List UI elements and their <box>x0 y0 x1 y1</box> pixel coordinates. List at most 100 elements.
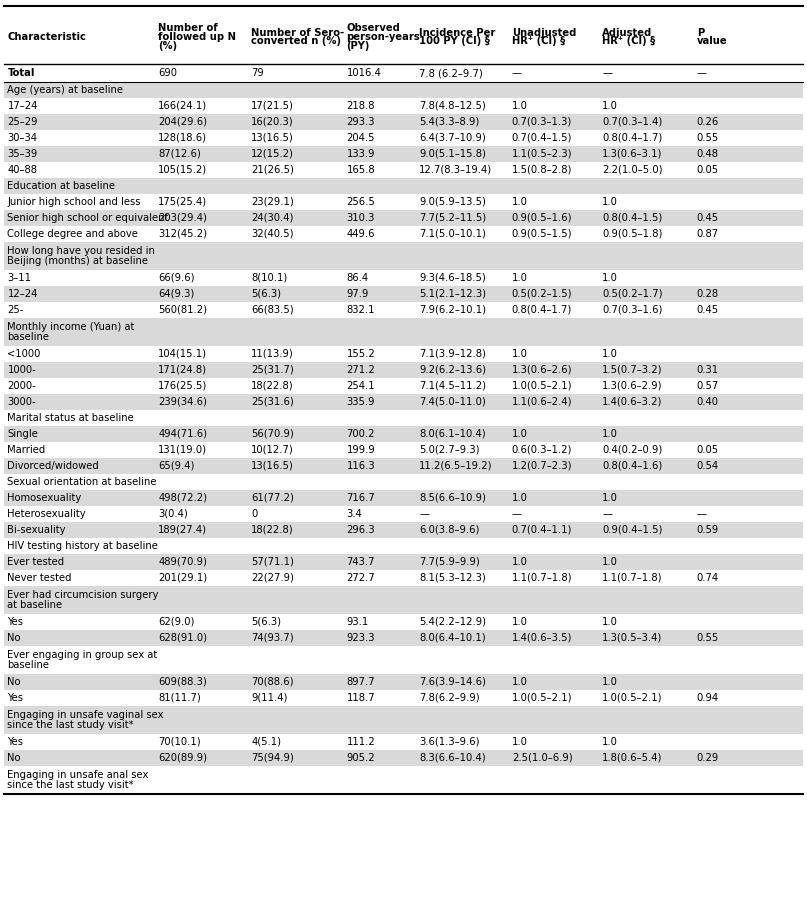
Text: 0.45: 0.45 <box>696 305 719 315</box>
Text: 8.0(6.4–10.1): 8.0(6.4–10.1) <box>419 633 486 643</box>
Text: 498(72.2): 498(72.2) <box>158 493 207 503</box>
Text: 1.0: 1.0 <box>602 557 618 567</box>
Text: baseline: baseline <box>7 660 49 670</box>
Text: Heterosexuality: Heterosexuality <box>7 509 86 519</box>
Text: 1.3(0.5–3.4): 1.3(0.5–3.4) <box>602 633 663 643</box>
Text: HIV testing history at baseline: HIV testing history at baseline <box>7 541 158 551</box>
Bar <box>4 442 803 458</box>
Text: 0.7(0.4–1.1): 0.7(0.4–1.1) <box>512 525 572 535</box>
Text: 8.5(6.6–10.9): 8.5(6.6–10.9) <box>419 493 486 503</box>
Text: 203(29.4): 203(29.4) <box>158 213 207 223</box>
Bar <box>4 114 803 130</box>
Bar <box>4 378 803 394</box>
Text: 5.4(2.2–12.9): 5.4(2.2–12.9) <box>419 617 486 627</box>
Bar <box>4 242 803 270</box>
Text: 116.3: 116.3 <box>346 461 375 471</box>
Text: 11(13.9): 11(13.9) <box>251 349 294 359</box>
Text: 0.8(0.4–1.7): 0.8(0.4–1.7) <box>512 305 572 315</box>
Text: 79: 79 <box>251 68 264 78</box>
Text: 10(12.7): 10(12.7) <box>251 445 294 455</box>
Text: 1.0: 1.0 <box>512 617 528 627</box>
Text: —: — <box>512 68 522 78</box>
Bar <box>4 522 803 538</box>
Text: 7.4(5.0–11.0): 7.4(5.0–11.0) <box>419 397 486 407</box>
Text: 0.6(0.3–1.2): 0.6(0.3–1.2) <box>512 445 572 455</box>
Text: 66(83.5): 66(83.5) <box>251 305 294 315</box>
Text: 7.8(6.2–9.9): 7.8(6.2–9.9) <box>419 693 479 703</box>
Text: 1.4(0.6–3.2): 1.4(0.6–3.2) <box>602 397 663 407</box>
Text: 5(6.3): 5(6.3) <box>251 617 281 627</box>
Text: Engaging in unsafe vaginal sex: Engaging in unsafe vaginal sex <box>7 711 164 721</box>
Bar <box>4 458 803 474</box>
Text: 4(5.1): 4(5.1) <box>251 737 281 747</box>
Text: HR⁺ (CI) §: HR⁺ (CI) § <box>512 36 565 46</box>
Text: 93.1: 93.1 <box>346 617 369 627</box>
Text: 7.1(5.0–10.1): 7.1(5.0–10.1) <box>419 229 486 239</box>
Text: 21(26.5): 21(26.5) <box>251 165 294 175</box>
Text: 18(22.8): 18(22.8) <box>251 525 294 535</box>
Text: Yes: Yes <box>7 693 23 703</box>
Text: 175(25.4): 175(25.4) <box>158 197 207 207</box>
Text: 7.9(6.2–10.1): 7.9(6.2–10.1) <box>419 305 486 315</box>
Text: 0.7(0.3–1.6): 0.7(0.3–1.6) <box>602 305 663 315</box>
Text: <1000: <1000 <box>7 349 41 359</box>
Text: 1.5(0.8–2.8): 1.5(0.8–2.8) <box>512 165 572 175</box>
Text: Ever tested: Ever tested <box>7 557 65 567</box>
Text: 65(9.4): 65(9.4) <box>158 461 194 471</box>
Text: 1.0: 1.0 <box>602 617 618 627</box>
Bar <box>4 570 803 586</box>
Text: 17–24: 17–24 <box>7 101 38 111</box>
Bar <box>4 162 803 178</box>
Text: 0.31: 0.31 <box>696 365 719 375</box>
Text: 1.0: 1.0 <box>512 349 528 359</box>
Bar <box>4 490 803 506</box>
Text: 0.28: 0.28 <box>696 289 719 299</box>
Text: 5(6.3): 5(6.3) <box>251 289 281 299</box>
Text: 1000-: 1000- <box>7 365 36 375</box>
Text: 70(10.1): 70(10.1) <box>158 737 201 747</box>
Text: 3(0.4): 3(0.4) <box>158 509 188 519</box>
Text: 0.55: 0.55 <box>696 633 719 643</box>
Text: 100 PY (CI) §: 100 PY (CI) § <box>419 36 490 46</box>
Text: 239(34.6): 239(34.6) <box>158 397 207 407</box>
Text: 1.0: 1.0 <box>512 273 528 283</box>
Text: Junior high school and less: Junior high school and less <box>7 197 141 207</box>
Bar <box>4 394 803 410</box>
Bar <box>4 750 803 766</box>
Text: 1.1(0.7–1.8): 1.1(0.7–1.8) <box>512 573 572 583</box>
Text: 9.0(5.9–13.5): 9.0(5.9–13.5) <box>419 197 486 207</box>
Text: 700.2: 700.2 <box>346 429 375 439</box>
Text: 489(70.9): 489(70.9) <box>158 557 207 567</box>
Bar <box>4 146 803 162</box>
Text: 165.8: 165.8 <box>346 165 375 175</box>
Text: 0.59: 0.59 <box>696 525 719 535</box>
Text: College degree and above: College degree and above <box>7 229 138 239</box>
Text: 8(10.1): 8(10.1) <box>251 273 287 283</box>
Text: 1.3(0.6–2.9): 1.3(0.6–2.9) <box>602 381 663 391</box>
Text: person-years: person-years <box>346 32 420 42</box>
Text: 1.5(0.7–3.2): 1.5(0.7–3.2) <box>602 365 663 375</box>
Text: 35–39: 35–39 <box>7 149 38 159</box>
Text: 25–29: 25–29 <box>7 117 38 127</box>
Text: 0.48: 0.48 <box>696 149 719 159</box>
Bar <box>4 346 803 362</box>
Text: since the last study visit*: since the last study visit* <box>7 780 134 790</box>
Text: 30–34: 30–34 <box>7 133 37 143</box>
Bar <box>4 98 803 114</box>
Text: 0.74: 0.74 <box>696 573 719 583</box>
Text: 1.1(0.5–2.3): 1.1(0.5–2.3) <box>512 149 572 159</box>
Bar <box>4 82 803 98</box>
Text: Yes: Yes <box>7 737 23 747</box>
Text: followed up N: followed up N <box>158 32 236 42</box>
Text: Number of: Number of <box>158 23 218 33</box>
Text: 87(12.6): 87(12.6) <box>158 149 201 159</box>
Text: 18(22.8): 18(22.8) <box>251 381 294 391</box>
Text: 7.8(4.8–12.5): 7.8(4.8–12.5) <box>419 101 486 111</box>
Bar <box>4 674 803 690</box>
Text: 312(45.2): 312(45.2) <box>158 229 207 239</box>
Text: 111.2: 111.2 <box>346 737 375 747</box>
Text: 105(15.2): 105(15.2) <box>158 165 207 175</box>
Text: 1.4(0.6–3.5): 1.4(0.6–3.5) <box>512 633 572 643</box>
Text: converted n (%): converted n (%) <box>251 36 341 46</box>
Bar <box>4 474 803 490</box>
